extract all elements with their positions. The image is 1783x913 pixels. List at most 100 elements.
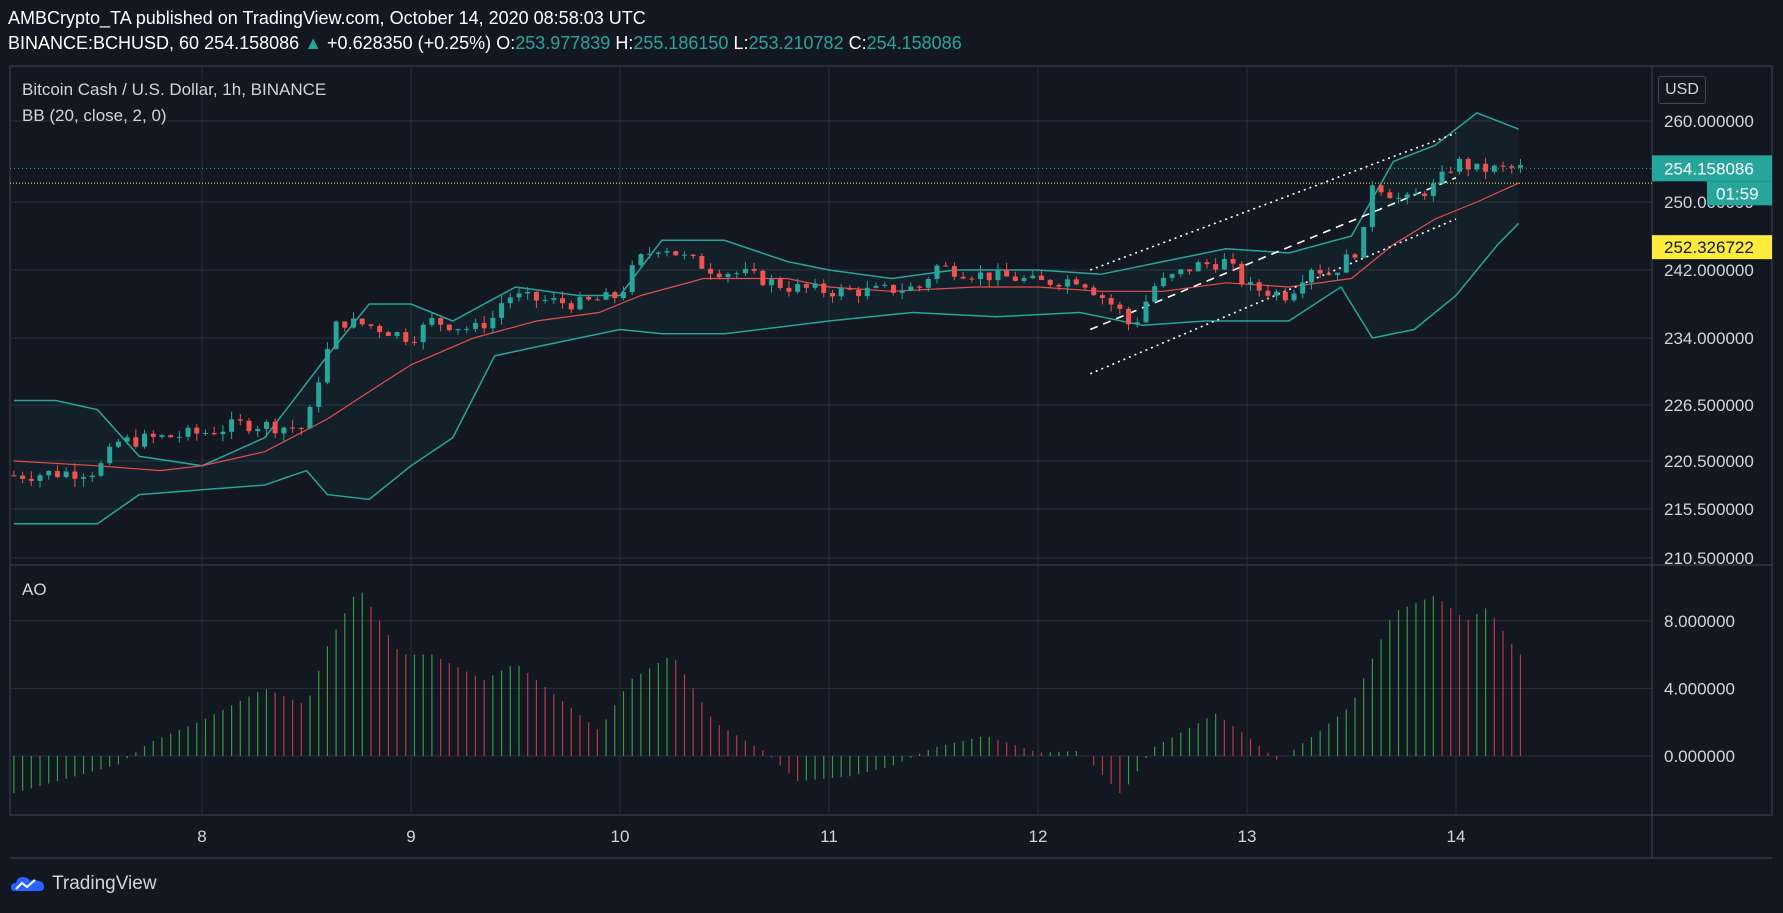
candle-body [1483, 163, 1489, 172]
candle-body [1195, 262, 1201, 272]
ao-histogram [13, 592, 1522, 794]
candle-body [1213, 264, 1219, 270]
candle-body [420, 324, 426, 343]
y-tick-label: 242.000000 [1664, 261, 1754, 280]
candle-body [385, 332, 391, 337]
candle-body [1430, 183, 1436, 196]
candle-body [194, 427, 200, 434]
candle-body [81, 477, 87, 479]
candle-body [1474, 163, 1480, 170]
tradingview-logo[interactable]: TradingView [10, 873, 157, 895]
candle-body [551, 298, 557, 300]
candle-body [1239, 263, 1245, 285]
candle-body [525, 291, 531, 294]
candle-body [560, 298, 566, 304]
candle-body [821, 283, 827, 293]
candle-body [290, 427, 296, 429]
bb-basis-line [13, 182, 1519, 472]
author-name[interactable]: AMBCrypto_TA [8, 8, 131, 28]
publish-line: AMBCrypto_TA published on TradingView.co… [8, 8, 646, 29]
candle-body [1108, 298, 1114, 305]
candle-body [1056, 284, 1062, 287]
candle-body [786, 287, 792, 292]
candle-body [455, 328, 461, 331]
candle-body [11, 475, 17, 477]
candle-body [1517, 165, 1523, 168]
candle-body [298, 427, 304, 429]
close-label: C: [848, 33, 867, 53]
candle-body [1282, 291, 1288, 301]
candle-body [377, 325, 383, 333]
candle-body [777, 279, 783, 288]
candle-body [516, 293, 522, 298]
candle-body [72, 471, 78, 479]
candle-body [464, 328, 470, 330]
candle-body [1047, 279, 1053, 285]
candle-body [769, 279, 775, 286]
y-tick-label: 226.500000 [1664, 396, 1754, 415]
candle-body [54, 470, 60, 477]
candle-body [1152, 286, 1158, 302]
candle-body [533, 291, 539, 301]
candle-body [734, 273, 740, 275]
candle-body [1335, 272, 1341, 275]
candle-body [142, 433, 148, 447]
low-label: L: [733, 33, 749, 53]
candle-body [864, 287, 870, 297]
x-tick-label: 11 [820, 827, 838, 846]
candle-body [1343, 254, 1349, 273]
high-value: 255.186150 [633, 33, 729, 53]
candle-body [1247, 282, 1253, 285]
candle-body [1204, 262, 1210, 265]
candle-body [1491, 165, 1497, 172]
candle-body [1465, 159, 1471, 170]
candle-body [438, 318, 444, 325]
candle-body [943, 265, 949, 267]
candle-body [986, 272, 992, 281]
candle-body [272, 421, 278, 434]
bb-upper-line [13, 112, 1519, 467]
candle-body [1230, 259, 1236, 264]
candle-body [46, 470, 52, 476]
channel-lower-line [1089, 218, 1457, 375]
countdown-bg [1707, 181, 1772, 206]
candle-body [1117, 304, 1123, 309]
candle-body [882, 284, 888, 286]
candle-body [1091, 287, 1097, 296]
candle-body [838, 287, 844, 297]
y-tick-label: 210.500000 [1664, 549, 1754, 568]
currency-button[interactable]: USD [1658, 76, 1706, 104]
ao-indicator-label[interactable]: AO [22, 580, 47, 599]
candle-body [577, 296, 583, 310]
x-tick-label: 10 [611, 827, 630, 846]
candle-body [908, 286, 914, 291]
candle-body [237, 419, 243, 421]
candle-body [969, 278, 975, 280]
candle-body [403, 332, 409, 342]
candle-body [655, 252, 661, 254]
bb-indicator-label[interactable]: BB (20, close, 2, 0) [22, 106, 167, 125]
candle-body [603, 292, 609, 300]
candle-body [1439, 171, 1445, 184]
candle-body [1317, 269, 1323, 274]
candle-body [168, 435, 174, 438]
candle-body [760, 270, 766, 286]
candle-body [411, 341, 417, 343]
candle-body [37, 475, 43, 481]
candle-body [629, 265, 635, 293]
candle-body [1274, 291, 1280, 296]
marked-price-label: 252.326722 [1664, 238, 1754, 257]
candle-body [1291, 293, 1297, 301]
candle-body [1300, 282, 1306, 294]
x-tick-label: 14 [1447, 827, 1466, 846]
candle-body [708, 268, 714, 274]
candle-body [255, 428, 261, 432]
candle-body [1396, 197, 1402, 199]
candle-body [176, 436, 182, 438]
y-tick-label: 234.000000 [1664, 329, 1754, 348]
price-change: +0.628350 (+0.25%) [327, 33, 492, 53]
candle-body [1221, 259, 1227, 270]
price-series [10, 112, 1652, 525]
candle-body [716, 273, 722, 278]
